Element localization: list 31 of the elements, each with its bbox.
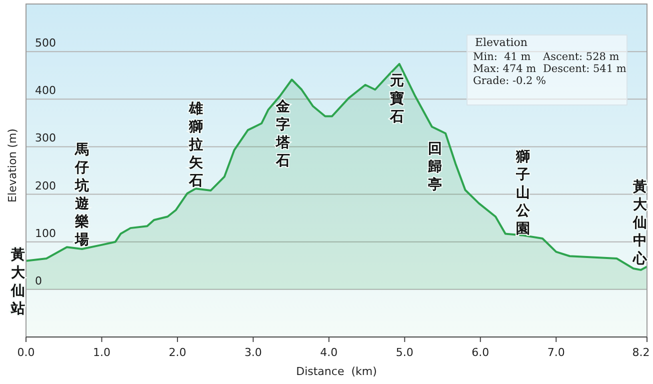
x-tick-label: 4.0 <box>320 346 338 359</box>
annotation: Ascent: 528 m <box>542 51 620 63</box>
y-tick-label: 500 <box>35 36 56 50</box>
annotation: 金字塔石 <box>275 99 291 169</box>
x-axis-title: Distance (km) <box>296 365 377 378</box>
annotation: Elevation <box>475 36 528 49</box>
x-tick-label: 8.2 <box>632 346 650 359</box>
annotation: 獅子山公園 <box>515 149 531 237</box>
x-tick-label: 0.0 <box>17 346 35 359</box>
y-axis-title: Elevation (m) <box>6 128 19 202</box>
text: 黃大仙站 <box>10 247 26 317</box>
annotation: Max: 474 m <box>473 63 536 75</box>
annotation: 元寶石 <box>389 73 404 125</box>
y-tick-label: 400 <box>35 84 56 98</box>
x-tick-label: 7.0 <box>547 346 565 359</box>
annotation: Min: 41 m <box>473 51 531 63</box>
y-tick-label: 300 <box>35 132 56 145</box>
x-tick-label: 1.0 <box>92 346 110 359</box>
x-tick-label: 3.0 <box>244 346 262 359</box>
y-tick-label: 200 <box>35 179 56 192</box>
annotation: Grade: -0.2 % <box>473 75 546 87</box>
annotation: 回歸亭 <box>427 141 442 193</box>
x-tick-label: 6.0 <box>472 346 490 359</box>
annotation: 黃大仙中心 <box>632 179 648 267</box>
x-tick-label: 5.0 <box>396 346 414 359</box>
x-tick-label: 2.0 <box>168 346 186 359</box>
annotation: Descent: 541 m <box>543 63 626 75</box>
y-tick-label: 0 <box>35 274 42 288</box>
y-tick-label: 100 <box>35 226 56 240</box>
annotation: 馬仔坑遊樂場 <box>74 142 90 248</box>
annotation: 雄獅拉矢石 <box>188 101 204 189</box>
